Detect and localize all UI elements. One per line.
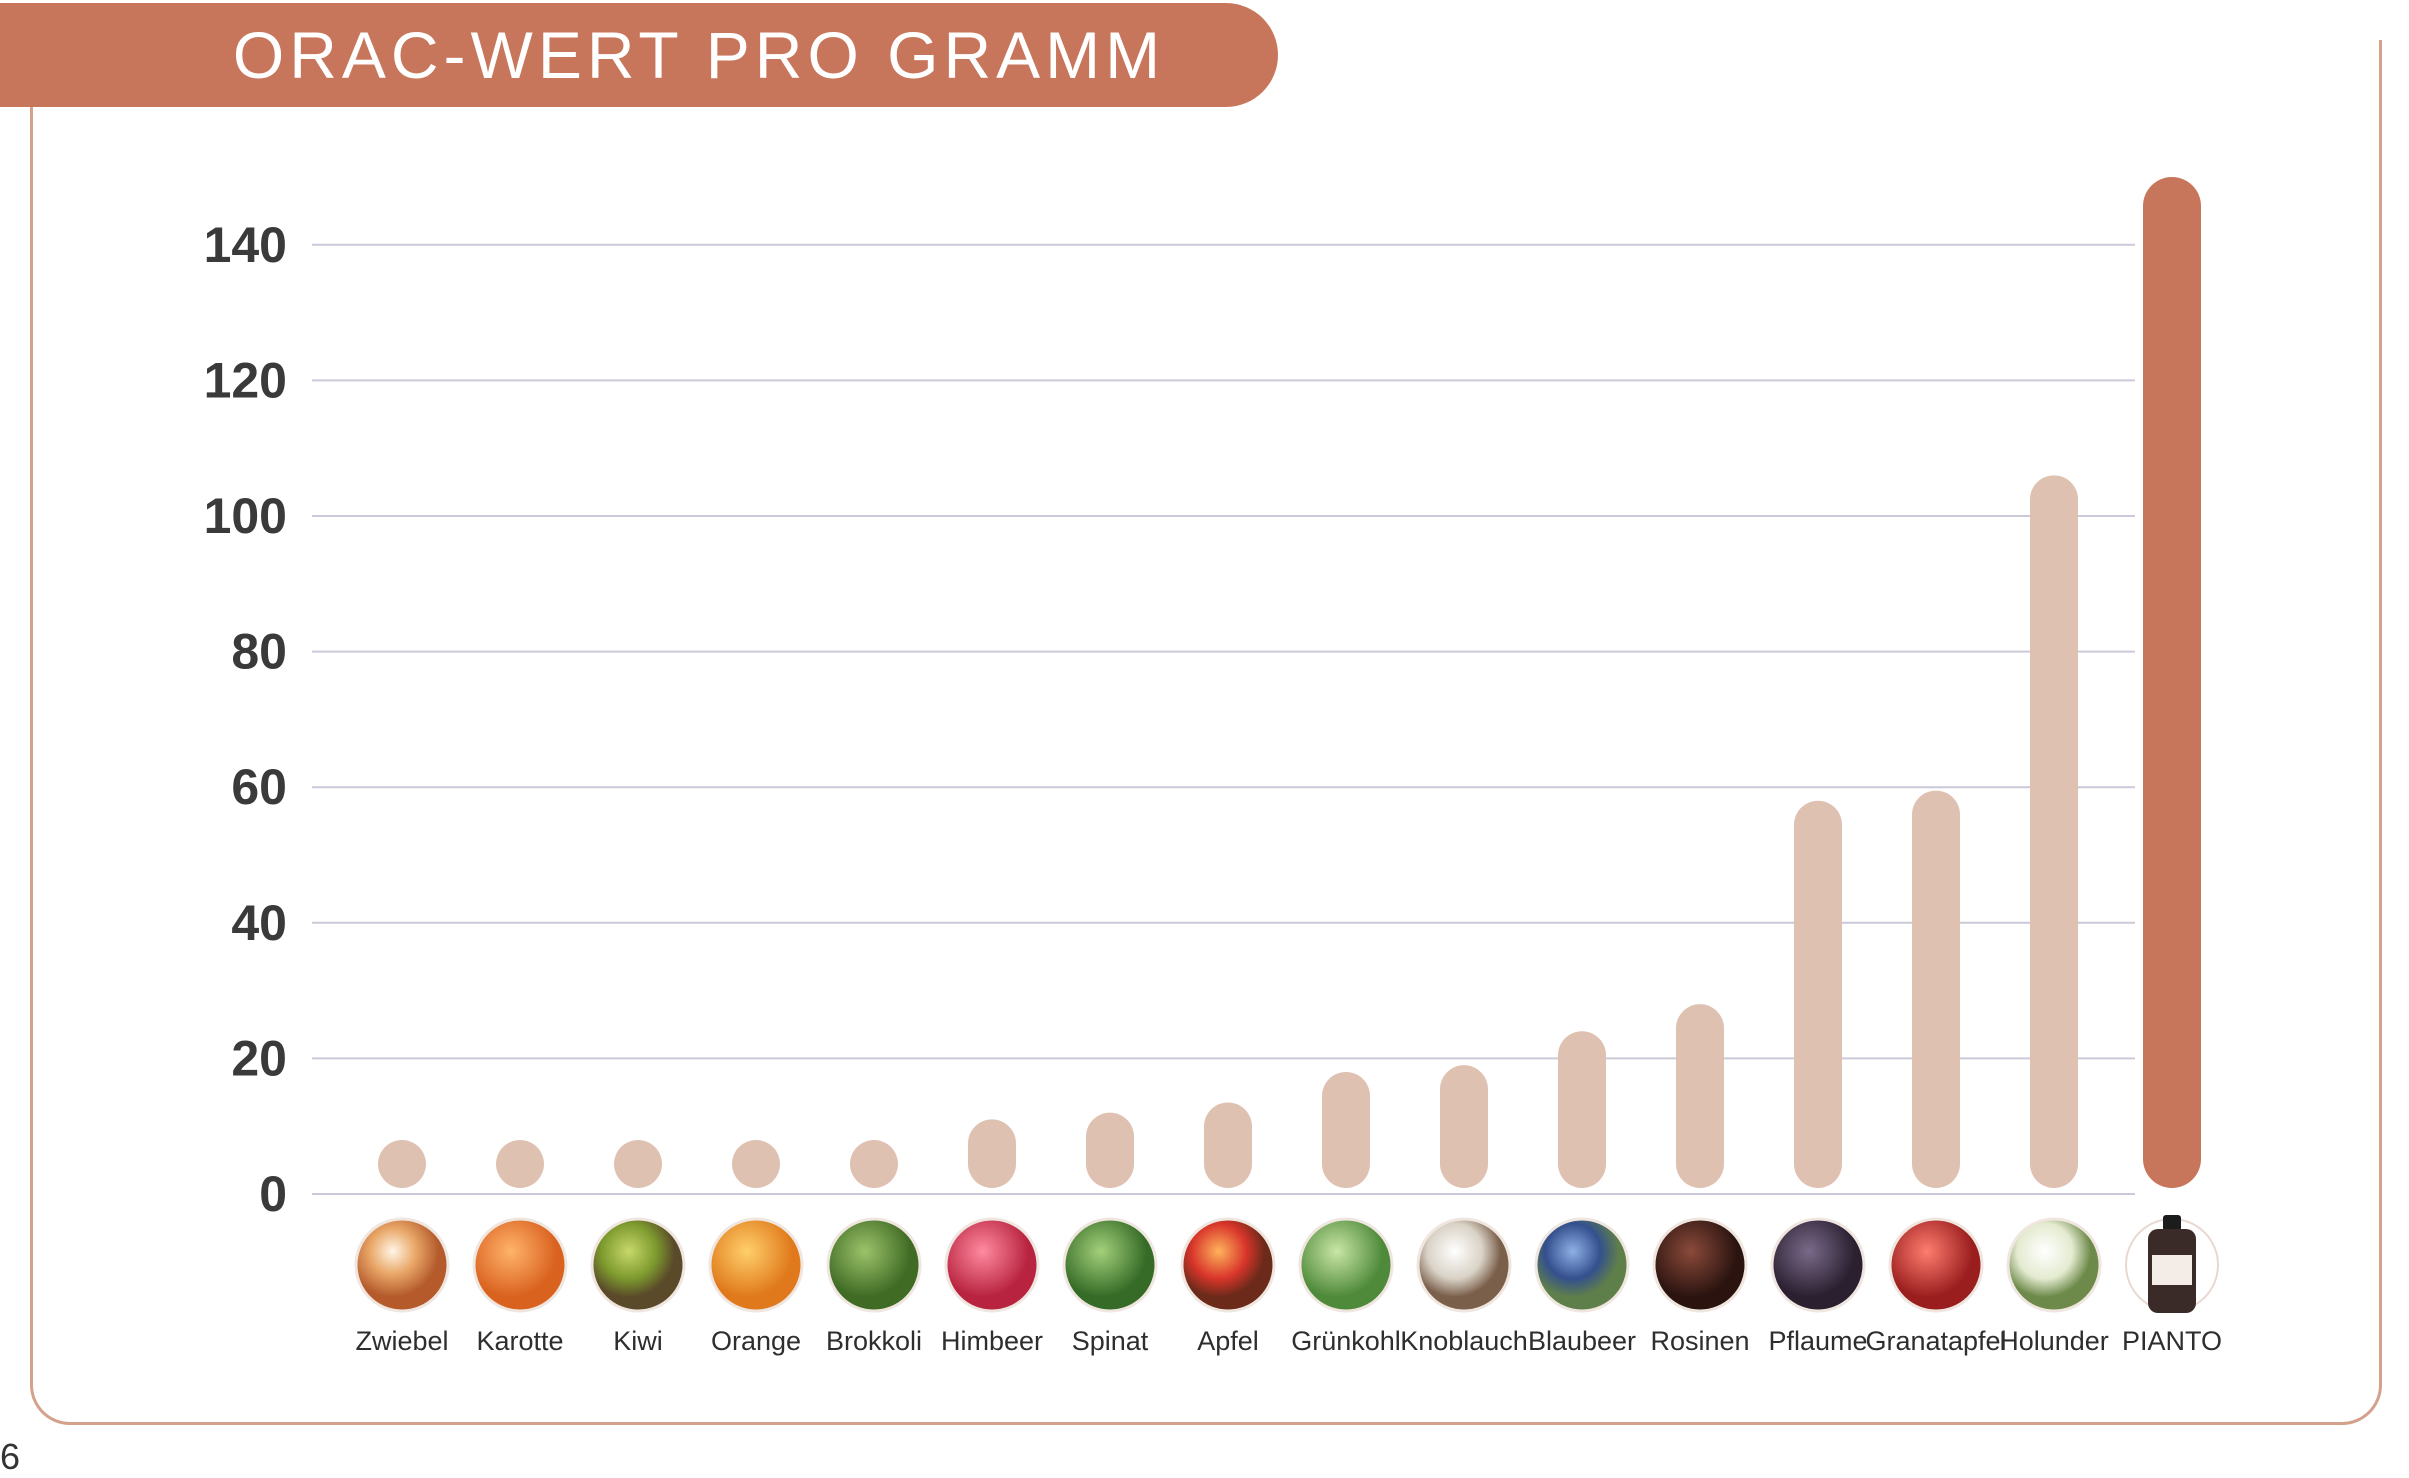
x-label-orange: Orange	[711, 1326, 801, 1356]
bar-pflaume	[1794, 800, 1842, 1188]
x-label-grünkohl: Grünkohl	[1291, 1326, 1401, 1356]
x-label-kiwi: Kiwi	[613, 1326, 663, 1356]
bar-blaubeer	[1558, 1031, 1606, 1188]
bar-spinat	[1086, 1112, 1134, 1188]
chart-title: ORAC-WERT PRO GRAMM	[0, 3, 1278, 107]
bar-zwiebel	[378, 1140, 426, 1188]
bar-granatapfel	[1912, 790, 1960, 1188]
category-icons	[354, 1215, 2219, 1313]
raisin-icon	[1652, 1217, 1748, 1313]
grid-lines	[312, 243, 2135, 1195]
x-label-granatapfel: Granatapfel	[1865, 1326, 2006, 1356]
x-label-knoblauch: Knoblauch	[1400, 1326, 1528, 1356]
x-label-pflaume: Pflaume	[1768, 1326, 1867, 1356]
x-label-rosinen: Rosinen	[1650, 1326, 1749, 1356]
x-label-spinat: Spinat	[1072, 1326, 1149, 1356]
bar-grünkohl	[1322, 1071, 1370, 1188]
bar-karotte	[496, 1140, 544, 1188]
broccoli-icon	[826, 1217, 922, 1313]
x-label-brokkoli: Brokkoli	[826, 1326, 922, 1356]
y-tick-label: 60	[231, 759, 287, 815]
y-tick-label: 80	[231, 624, 287, 680]
bar-pianto	[2143, 177, 2201, 1188]
bar-apfel	[1204, 1102, 1252, 1188]
raspberry-icon	[944, 1217, 1040, 1313]
y-tick-label: 140	[204, 217, 287, 273]
x-label-holunder: Holunder	[1999, 1326, 2109, 1356]
bars	[378, 177, 2201, 1188]
y-tick-label: 0	[259, 1166, 287, 1222]
chart-frame	[30, 40, 2382, 1425]
bar-rosinen	[1676, 1004, 1724, 1188]
elderflower-icon	[2006, 1217, 2102, 1313]
x-label-apfel: Apfel	[1197, 1326, 1259, 1356]
bar-knoblauch	[1440, 1065, 1488, 1188]
spinach-icon	[1062, 1217, 1158, 1313]
bar-holunder	[2030, 475, 2078, 1188]
x-axis-labels: Zwiebel Karotte Kiwi Orange Brokkoli Himbeer S…	[355, 1326, 2222, 1356]
y-tick-label: 20	[231, 1030, 287, 1086]
x-label-karotte: Karotte	[476, 1326, 563, 1356]
apple-icon	[1180, 1217, 1276, 1313]
pomegranate-icon	[1888, 1217, 1984, 1313]
kale-icon	[1298, 1217, 1394, 1313]
x-label-himbeer: Himbeer	[941, 1326, 1043, 1356]
bar-kiwi	[614, 1140, 662, 1188]
bottle-icon	[2125, 1215, 2219, 1313]
blueberry-icon	[1534, 1217, 1630, 1313]
bar-orange	[732, 1140, 780, 1188]
y-tick-label: 100	[204, 488, 287, 544]
x-label-pianto: PIANTO	[2122, 1326, 2222, 1356]
kiwi-icon	[590, 1217, 686, 1313]
x-label-zwiebel: Zwiebel	[355, 1326, 448, 1356]
carrot-icon	[472, 1217, 568, 1313]
x-label-blaubeer: Blaubeer	[1528, 1326, 1636, 1356]
y-tick-label: 40	[231, 895, 287, 951]
y-axis-ticks: 140 120 100 80 60 40 20 0	[204, 217, 287, 1222]
bar-brokkoli	[850, 1140, 898, 1188]
bar-himbeer	[968, 1119, 1016, 1188]
onion-icon	[354, 1217, 450, 1313]
garlic-icon	[1416, 1217, 1512, 1313]
y-tick-label: 120	[204, 352, 287, 408]
page-number: 6	[0, 1436, 21, 1477]
orange-icon	[708, 1217, 804, 1313]
plum-icon	[1770, 1217, 1866, 1313]
